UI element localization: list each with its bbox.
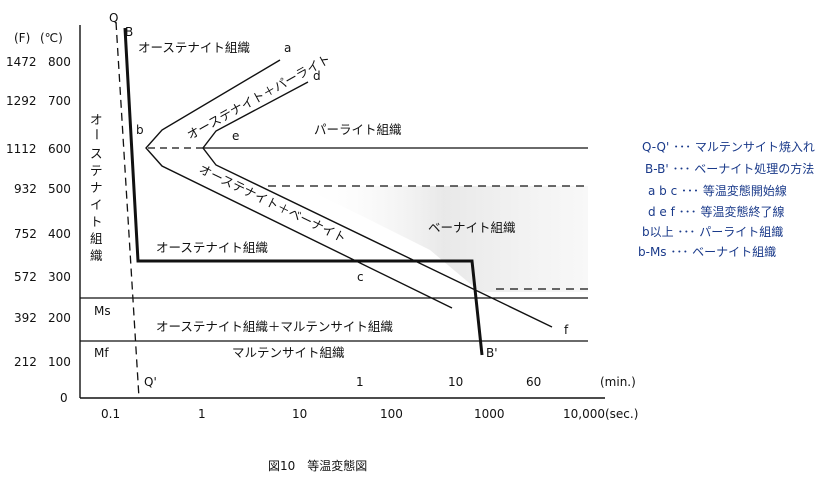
y-tick-f: 572 <box>14 270 37 284</box>
martensite-label: マルテンサイト組織 <box>232 345 345 360</box>
y-tick-zero: 0 <box>60 391 68 405</box>
start-curve-abc <box>145 59 453 309</box>
austenite-vertical-char: 織 <box>90 248 103 263</box>
end-curve-def <box>202 81 553 328</box>
y-tick-f: 392 <box>14 311 37 325</box>
legend-entry: d e f ･･･ 等温変態終了線 <box>648 204 784 219</box>
x-tick-min: (min.) <box>600 375 636 389</box>
curve-q-letter: Q <box>109 11 118 25</box>
mf-label: Mf <box>94 346 109 360</box>
y-tick-group: 1472 800 1292 700 1112 600 932 500 752 4… <box>6 55 71 405</box>
austenite-vertical-char: テ <box>90 163 103 178</box>
legend-entry: b以上 ･･･ パーライト組織 <box>642 225 783 239</box>
y-tick-c: 700 <box>48 94 71 108</box>
x-tick-sec: 100 <box>380 407 403 421</box>
y-tick-c: 500 <box>48 182 71 196</box>
x-tick-min: 60 <box>526 375 541 389</box>
x-tick-sec: 1 <box>198 407 206 421</box>
austenite-mid-label: オーステナイト組織 <box>156 240 268 255</box>
austenite-vertical-char: 組 <box>90 231 103 246</box>
legend-entry: a b c ･･･ 等温変態開始線 <box>648 183 787 198</box>
austenite-vertical-char: オ <box>90 112 103 127</box>
y-tick-f: 212 <box>14 355 37 369</box>
figure-caption: 図10 等温変態図 <box>268 458 367 473</box>
x-tick-sec: 10,000(sec.) <box>563 407 638 421</box>
point-c-label: c <box>357 270 364 284</box>
austenite-top-label: オーステナイト組織 <box>138 40 250 55</box>
austenite-vertical-char: イ <box>90 197 103 212</box>
point-e-label: e <box>232 129 239 143</box>
x-tick-min-group: 1 10 60 (min.) <box>356 375 636 389</box>
legend-entry: B-B' ･･･ ベーナイト処理の方法 <box>645 161 814 176</box>
y-unit-c: (℃) <box>40 31 63 45</box>
b-prime-label: B' <box>486 346 498 360</box>
aust-martensite-label: オーステナイト組織＋マルテンサイト組織 <box>156 319 393 334</box>
y-tick-f: 1112 <box>6 142 37 156</box>
legend-entry: b-Ms ･･･ ベーナイト組織 <box>638 245 776 259</box>
austenite-vertical-char: ト <box>90 214 103 229</box>
legend: Q-Q' ･･･ マルテンサイト焼入れ B-B' ･･･ ベーナイト処理の方法 … <box>638 140 815 259</box>
x-tick-sec: 0.1 <box>101 407 120 421</box>
y-tick-c: 200 <box>48 311 71 325</box>
point-a-label: a <box>284 41 291 55</box>
pearlite-label: パーライト組織 <box>314 122 402 137</box>
austenite-vertical-char: ー <box>89 128 104 141</box>
y-tick-f: 932 <box>14 182 37 196</box>
y-unit-f: (F) <box>14 31 30 45</box>
point-d-label: d <box>313 69 321 83</box>
y-tick-c: 800 <box>48 55 71 69</box>
bainite-label: ベーナイト組織 <box>428 220 516 235</box>
y-tick-f: 1472 <box>6 55 37 69</box>
x-tick-sec: 10 <box>292 407 307 421</box>
legend-entry: Q-Q' ･･･ マルテンサイト焼入れ <box>642 140 815 154</box>
ms-label: Ms <box>94 304 111 318</box>
point-b-label: b <box>136 123 144 137</box>
point-f-label: f <box>564 323 569 337</box>
x-tick-min: 10 <box>448 375 463 389</box>
x-tick-sec: 1000 <box>474 407 505 421</box>
aust-pearlite-label: オーステナイト＋パーライト <box>184 51 333 143</box>
austenite-vertical-char: ナ <box>90 180 103 195</box>
y-tick-c: 100 <box>48 355 71 369</box>
x-tick-sec-group: 0.1 1 10 100 1000 10,000(sec.) <box>101 407 638 421</box>
curve-b-letter: B <box>125 25 133 39</box>
y-tick-f: 1292 <box>6 94 37 108</box>
y-tick-c: 600 <box>48 142 71 156</box>
q-prime-label: Q' <box>144 375 157 389</box>
quench-line-qq <box>115 21 140 399</box>
y-tick-c: 300 <box>48 270 71 284</box>
austenite-vertical-char: ス <box>90 146 103 161</box>
bainite-shading <box>300 186 588 292</box>
aust-bainite-label: オーステナイト＋ベーナイト <box>197 161 349 245</box>
bainite-path-bb <box>123 27 484 356</box>
y-tick-f: 752 <box>14 227 37 241</box>
y-tick-c: 400 <box>48 227 71 241</box>
austenite-vertical-label: オ ー ス テ ナ イ ト 組 織 <box>89 112 104 263</box>
x-tick-min: 1 <box>356 375 364 389</box>
